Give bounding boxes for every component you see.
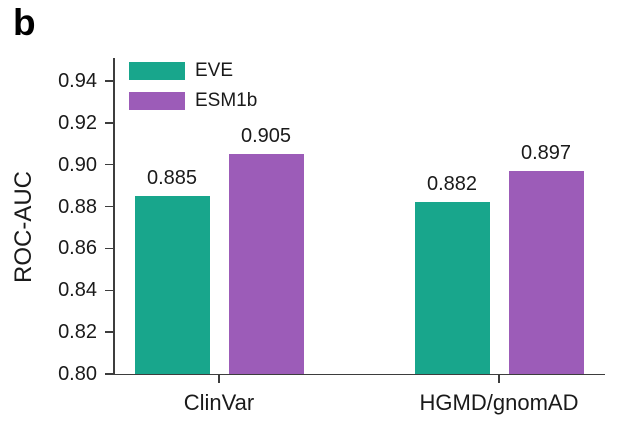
- legend-label-esm1b: ESM1b: [195, 90, 258, 111]
- bar-value-label-eve-clinvar: 0.885: [146, 167, 198, 190]
- x-category-label-clinvar: ClinVar: [183, 390, 255, 415]
- bar-value-label-esm1b-clinvar: 0.905: [240, 125, 292, 148]
- y-tick-mark: [105, 80, 113, 82]
- y-axis-title: ROC-AUC: [10, 171, 37, 283]
- x-tick-mark: [218, 375, 220, 383]
- y-tick-mark: [105, 373, 113, 375]
- y-tick-mark: [105, 331, 113, 333]
- y-tick-label: 0.88: [58, 195, 97, 218]
- y-tick-label: 0.86: [58, 237, 97, 260]
- y-axis-line: [113, 58, 115, 375]
- legend-swatch-esm1b: [129, 92, 185, 110]
- y-tick-label: 0.80: [58, 363, 97, 385]
- bar-value-label-esm1b-hgmd-gnomad: 0.897: [520, 141, 572, 164]
- y-tick-mark: [105, 205, 113, 208]
- bar-esm1b-clinvar: [228, 154, 304, 374]
- y-tick-mark: [105, 163, 113, 166]
- y-tick-label: 0.90: [58, 153, 97, 176]
- legend-label-eve: EVE: [195, 60, 234, 81]
- bar-eve-hgmd-gnomad: [414, 202, 490, 374]
- bar-eve-clinvar: [134, 196, 210, 374]
- y-tick-label: 0.92: [58, 111, 97, 134]
- y-tick-label: 0.84: [58, 279, 97, 302]
- panel-label: b: [13, 2, 36, 43]
- y-tick-label: 0.82: [58, 321, 97, 344]
- bar-esm1b-hgmd-gnomad: [508, 170, 584, 374]
- x-tick-mark: [498, 375, 500, 383]
- bar-value-label-eve-hgmd-gnomad: 0.882: [426, 173, 478, 196]
- y-tick-mark: [105, 289, 113, 292]
- legend-swatch-eve: [129, 62, 185, 80]
- y-tick-label: 0.94: [58, 70, 97, 92]
- x-axis-line: [113, 373, 605, 375]
- y-tick-mark: [105, 247, 113, 250]
- y-tick-mark: [105, 122, 113, 124]
- x-category-label-hgmd-gnomad: HGMD/gnomAD: [419, 390, 579, 415]
